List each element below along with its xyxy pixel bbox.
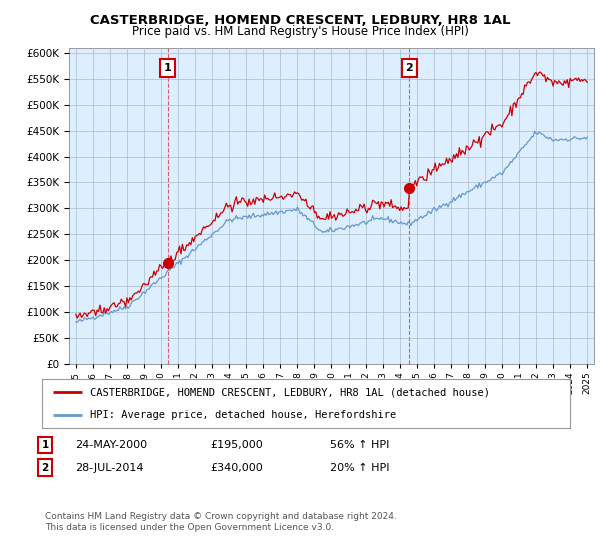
- Text: CASTERBRIDGE, HOMEND CRESCENT, LEDBURY, HR8 1AL: CASTERBRIDGE, HOMEND CRESCENT, LEDBURY, …: [90, 14, 510, 27]
- Text: £340,000: £340,000: [210, 463, 263, 473]
- Text: 1: 1: [164, 63, 172, 73]
- Text: 2: 2: [41, 463, 49, 473]
- Text: 28-JUL-2014: 28-JUL-2014: [75, 463, 143, 473]
- Text: 20% ↑ HPI: 20% ↑ HPI: [330, 463, 389, 473]
- Text: £195,000: £195,000: [210, 440, 263, 450]
- Text: CASTERBRIDGE, HOMEND CRESCENT, LEDBURY, HR8 1AL (detached house): CASTERBRIDGE, HOMEND CRESCENT, LEDBURY, …: [89, 388, 490, 398]
- Text: 24-MAY-2000: 24-MAY-2000: [75, 440, 147, 450]
- Text: 2: 2: [406, 63, 413, 73]
- Text: HPI: Average price, detached house, Herefordshire: HPI: Average price, detached house, Here…: [89, 410, 396, 420]
- Text: Contains HM Land Registry data © Crown copyright and database right 2024.
This d: Contains HM Land Registry data © Crown c…: [45, 512, 397, 532]
- Text: 1: 1: [41, 440, 49, 450]
- Text: Price paid vs. HM Land Registry's House Price Index (HPI): Price paid vs. HM Land Registry's House …: [131, 25, 469, 38]
- Text: 56% ↑ HPI: 56% ↑ HPI: [330, 440, 389, 450]
